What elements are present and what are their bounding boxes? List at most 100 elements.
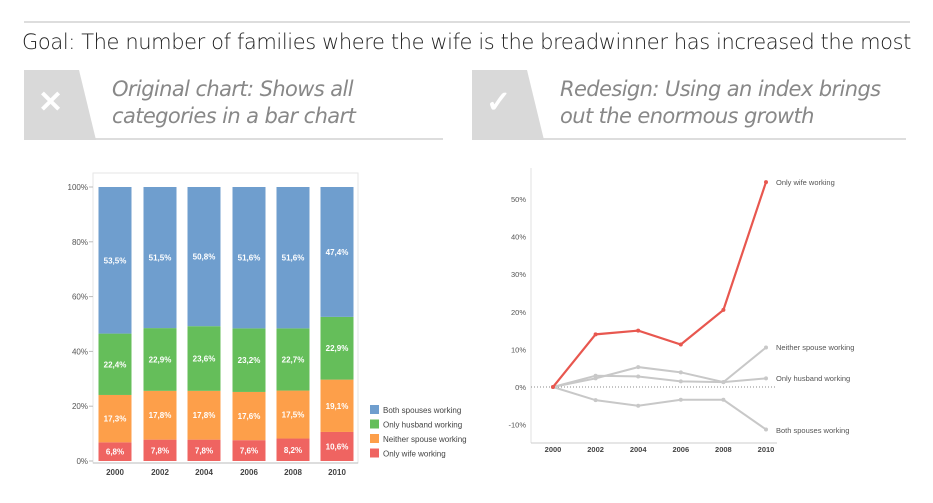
data-point — [636, 328, 641, 333]
bar-data-label: 17,8% — [193, 411, 216, 420]
legend-swatch — [370, 405, 379, 414]
bar-segment — [187, 439, 221, 461]
bar-data-label: 22,9% — [326, 344, 349, 353]
check-symbol: ✓ — [486, 86, 512, 119]
data-point — [551, 385, 555, 389]
bar-segment — [98, 333, 132, 395]
data-point — [593, 332, 598, 337]
caption-line-2: categories in a bar chart — [112, 104, 356, 128]
y-tick-label: 10% — [511, 345, 526, 354]
y-tick-label: 40% — [511, 233, 526, 242]
bar-segment — [320, 187, 354, 317]
legend-swatch — [370, 448, 379, 458]
data-point — [764, 180, 768, 185]
legend-swatch — [370, 419, 379, 429]
bar-segment — [187, 326, 221, 391]
series-line — [552, 386, 767, 431]
x-tick-label: 2008 — [715, 445, 732, 454]
legend-label: Both spouses working — [383, 406, 461, 415]
series-end-label: Both spouses working — [776, 426, 849, 435]
data-point — [721, 397, 726, 402]
bar-segment — [143, 187, 177, 329]
series-line — [552, 374, 767, 388]
bar-data-label: 7,8% — [195, 446, 213, 455]
x-tick-label: 2004 — [630, 445, 648, 454]
bar-data-label: 51,6% — [238, 254, 261, 263]
legend-swatch — [370, 434, 379, 443]
data-point — [721, 307, 726, 312]
index-line-chart: -10% 0% 10% 20% 30% 40% 50% 2000 2002 2004 2006 200… — [508, 168, 854, 454]
y-tick-label: 20% — [72, 402, 88, 411]
bar-data-label: 51,5% — [149, 254, 172, 263]
bar-segment — [276, 390, 310, 439]
divider — [24, 21, 910, 23]
legend-label: Only wife working — [383, 450, 446, 459]
data-point — [764, 376, 768, 381]
series-end-label: Only wife working — [776, 178, 835, 187]
x-tick-label: 2008 — [284, 468, 302, 477]
data-point — [636, 403, 641, 408]
bar-segment — [143, 439, 177, 461]
data-point — [678, 397, 683, 402]
bar-segment — [232, 440, 266, 461]
bar-data-label: 17,3% — [104, 415, 127, 424]
x-tick-label: 2002 — [151, 468, 169, 477]
bar-data-label: 17,8% — [149, 411, 172, 420]
caption-line-1: Original chart: Shows all — [112, 77, 354, 101]
legend-label: Only husband working — [383, 421, 462, 430]
data-point — [636, 374, 641, 379]
caption-line-1: Redesign: Using an index brings — [560, 77, 881, 101]
legend-label: Neither spouse working — [383, 435, 467, 444]
bar-data-label: 22,4% — [104, 360, 127, 369]
series-end-label: Neither spouse working — [776, 343, 854, 352]
bar-data-label: 22,9% — [149, 355, 172, 364]
original-chart-caption: ✕ Original chart: Shows all categories in… — [24, 70, 443, 140]
bar-segment — [98, 187, 132, 334]
bar-segment — [276, 438, 310, 461]
series-line — [552, 346, 767, 388]
bar-data-label: 47,4% — [326, 248, 349, 257]
x-symbol: ✕ — [38, 86, 64, 119]
y-tick-label: 60% — [72, 293, 88, 302]
y-tick-label: 20% — [511, 308, 526, 317]
bar-segment — [187, 390, 221, 440]
bar-data-label: 17,5% — [282, 411, 305, 420]
stacked-bar-chart: 0% 20% 40% 60% 80% 100% 6,8% 17,3% 22,4% 53,5% 200… — [68, 172, 467, 477]
bar-data-label: 7,6% — [240, 447, 258, 456]
x-tick-label: 2010 — [328, 468, 346, 477]
bar-segment — [232, 328, 266, 392]
bar-segment — [320, 431, 354, 461]
series-line — [552, 181, 768, 388]
series-end-label: Only husband working — [776, 374, 850, 383]
caption-text: Original chart: Shows all categories in a… — [112, 76, 356, 130]
x-tick-label: 2006 — [240, 468, 258, 477]
y-tick-label: 0% — [76, 457, 88, 466]
bar-data-label: 17,6% — [238, 412, 261, 421]
plot-frame — [92, 172, 359, 464]
bar-data-label: 23,6% — [193, 355, 216, 364]
goal-heading: Goal: The number of families where the w… — [22, 30, 911, 54]
data-point — [593, 398, 598, 403]
y-tick-label: 50% — [511, 195, 526, 204]
y-tick-label: -10% — [508, 421, 526, 430]
data-point — [678, 379, 683, 384]
x-tick-label: 2010 — [758, 445, 775, 454]
data-point — [764, 345, 768, 350]
bar-segment — [232, 187, 266, 329]
bar-segment — [187, 187, 221, 327]
bar-segment — [320, 379, 354, 432]
bar-data-label: 7,8% — [151, 446, 169, 455]
bar-data-label: 22,7% — [282, 355, 305, 364]
data-point — [764, 427, 768, 432]
data-point — [593, 373, 598, 378]
caption-text: Redesign: Using an index brings out the e… — [560, 76, 881, 130]
x-tick-label: 2000 — [545, 445, 562, 454]
x-tick-label: 2004 — [195, 468, 213, 477]
bar-segment — [276, 187, 310, 329]
bar-data-label: 53,5% — [104, 256, 127, 265]
bar-segment — [276, 328, 310, 391]
x-tick-label: 2000 — [106, 468, 124, 477]
bar-data-label: 10,6% — [326, 442, 349, 451]
bar-segment — [232, 391, 266, 441]
